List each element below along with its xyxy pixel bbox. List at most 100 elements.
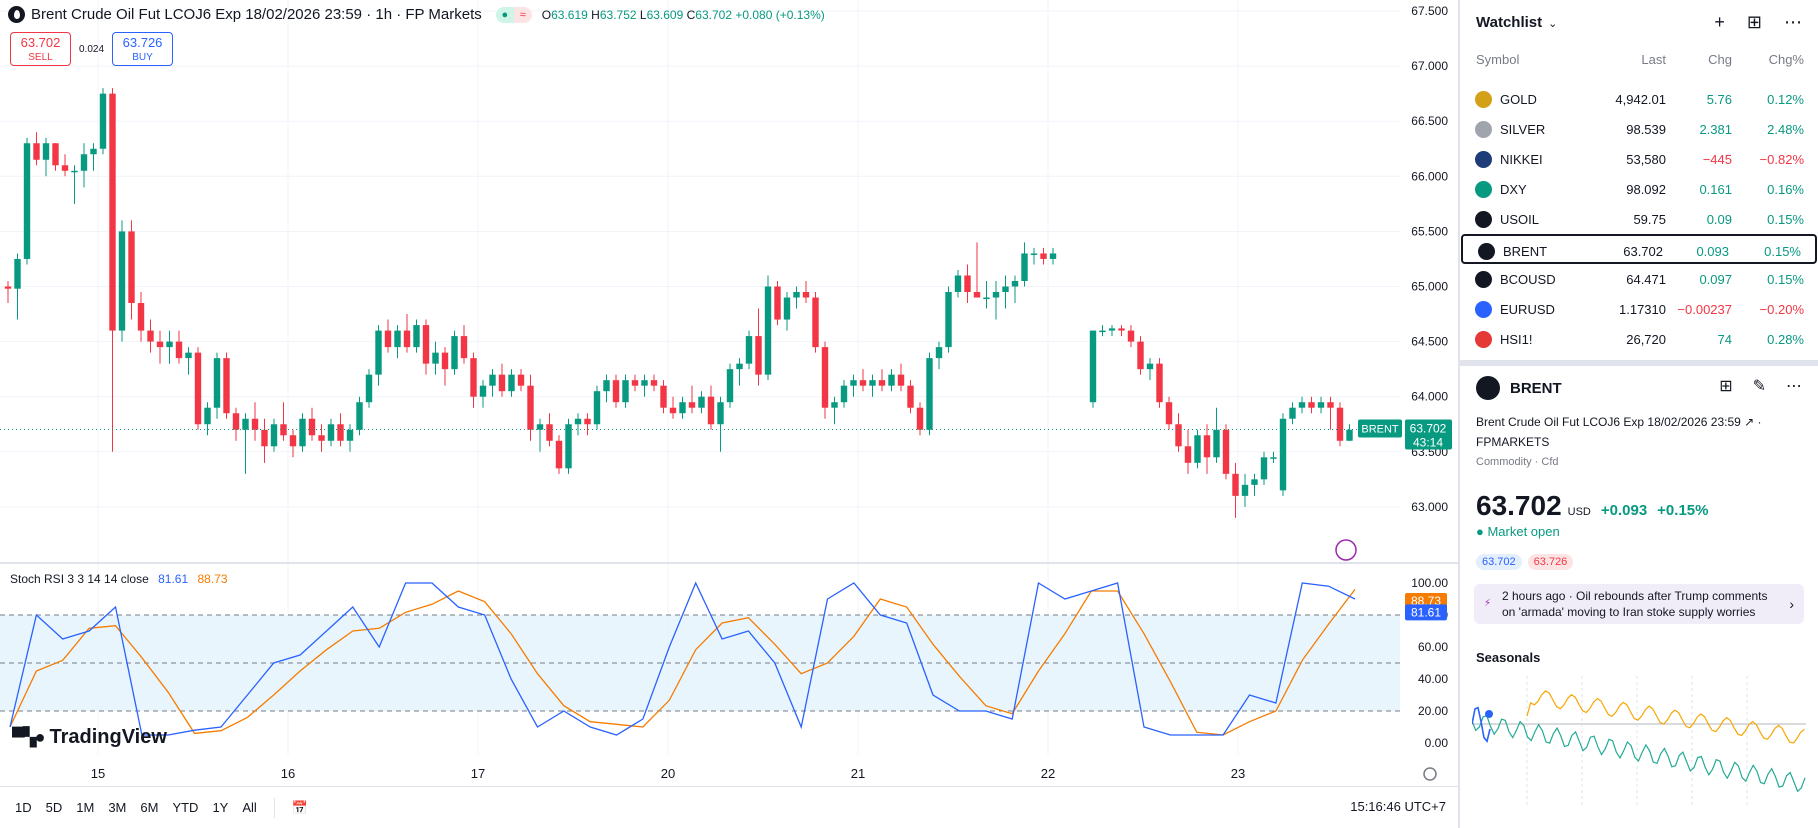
details-symbol[interactable]: BRENT [1510, 379, 1562, 397]
symbol-tag-bg [1358, 419, 1402, 438]
candle-down [688, 402, 696, 408]
time-axis-label: 16 [281, 766, 295, 781]
watchlist-title[interactable]: Watchlist ⌄ [1476, 14, 1558, 31]
candle-down [973, 292, 981, 298]
status-pill[interactable]: ● ≈ [495, 6, 532, 23]
date-range-icon[interactable]: 📅 [291, 799, 308, 815]
time-axis-label: 23 [1231, 766, 1245, 781]
watchlist-chg: 0.093 [1696, 244, 1729, 259]
seasonals-title[interactable]: Seasonals [1476, 650, 1541, 665]
timeframe-1m[interactable]: 1M [76, 800, 95, 815]
timeframe-all[interactable]: All [242, 800, 257, 815]
candle-down [223, 358, 230, 414]
candle-down [403, 330, 411, 348]
candle-up [213, 358, 221, 408]
candle-down [517, 374, 525, 386]
time-axis-label: 21 [851, 766, 865, 781]
layout-icon[interactable]: ⊞ [1719, 378, 1733, 395]
bid-ask: 63.702 63.726 [1476, 554, 1574, 570]
col-last[interactable]: Last [1641, 52, 1666, 67]
edit-note-icon[interactable]: ✎ [1752, 378, 1766, 395]
right-panel: Watchlist ⌄ + ⊞ ⋯ Symbol Last Chg Chg% GO… [1460, 0, 1818, 828]
candle-down [812, 297, 819, 348]
candle-down [774, 286, 781, 320]
sell-button[interactable]: 63.702 SELL [10, 32, 71, 66]
price-axis-label: 67.000 [1411, 59, 1448, 73]
details-toolbar: ⊞ ✎ ⋯ [1719, 376, 1802, 396]
watchlist-row-dxy[interactable]: DXY 98.092 0.161 0.16% [1460, 174, 1818, 204]
external-link-icon[interactable]: ↗ · [1744, 415, 1762, 429]
timeframe-3m[interactable]: 3M [108, 800, 127, 815]
watchlist-row-hsi1[interactable]: HSI1! 26,720 74 0.28% [1460, 324, 1818, 354]
stoch-k-tag: 81.61 [1411, 605, 1441, 619]
exchange-name: FPMARKETS [1476, 435, 1550, 449]
symbol-title[interactable]: Brent Crude Oil Fut LCOJ6 Exp 18/02/2026… [31, 6, 482, 23]
seasonals-chart[interactable] [1472, 676, 1806, 806]
more-icon[interactable]: ⋯ [1784, 12, 1802, 32]
symbol-legend: Brent Crude Oil Fut LCOJ6 Exp 18/02/2026… [8, 6, 825, 23]
watchlist-row-nikkei[interactable]: NIKKEI 53,580 −445 −0.82% [1460, 144, 1818, 174]
time-axis-label: 17 [471, 766, 485, 781]
candle-up [574, 418, 582, 425]
col-chg[interactable]: Chg [1708, 52, 1732, 67]
price-tag-countdown: 43:14 [1413, 436, 1443, 450]
col-symbol[interactable]: Symbol [1476, 52, 1520, 67]
watchlist-row-bcousd[interactable]: BCOUSD 64.471 0.097 0.15% [1460, 264, 1818, 294]
stoch-d-value: 88.73 [197, 572, 228, 586]
watchlist-chg-pct: −0.82% [1759, 152, 1804, 167]
candle-up [1213, 429, 1220, 458]
watchlist-symbol: NIKKEI [1500, 152, 1543, 167]
instrument-name[interactable]: Brent Crude Oil Fut LCOJ6 Exp 18/02/2026… [1476, 415, 1741, 429]
watchlist-row-eurusd[interactable]: EURUSD 1.17310 −0.00237 −0.20% [1460, 294, 1818, 324]
chart-area[interactable]: 67.500 67.000 66.500 66.000 65.500 65.000 64.5… [0, 0, 1458, 828]
watchlist-chg: 0.161 [1699, 182, 1732, 197]
candle-down [384, 330, 392, 348]
toolbar-divider [273, 797, 275, 818]
candle-up [432, 352, 439, 364]
watchlist-chg: 0.09 [1706, 212, 1732, 227]
price-axis-label: 64.500 [1411, 335, 1448, 349]
candle-up [1260, 457, 1268, 480]
watchlist-last: 64.471 [1626, 272, 1666, 287]
tradingview-mark-icon: ▀▚● [12, 727, 45, 747]
candle-up [204, 407, 211, 425]
buy-button[interactable]: 63.726 BUY [112, 32, 174, 66]
candle-up [1251, 479, 1258, 485]
timeframe-5d[interactable]: 5D [45, 800, 63, 815]
watchlist-row-silver[interactable]: SILVER 98.539 2.381 2.48% [1460, 114, 1818, 144]
stoch-rsi-legend[interactable]: Stoch RSI 3 3 14 14 close 81.61 88.73 [10, 572, 228, 586]
candle-up [71, 170, 78, 173]
lightning-icon [1335, 539, 1357, 561]
candle-down [631, 380, 639, 386]
timeframe-1d[interactable]: 1D [15, 800, 32, 815]
watchlist-row-gold[interactable]: GOLD 4,942.01 5.76 0.12% [1460, 84, 1818, 114]
candle-down [1156, 363, 1163, 403]
chart-canvas[interactable]: 67.500 67.000 66.500 66.000 65.500 65.000 64.5… [0, 0, 1458, 786]
candle-up [1317, 402, 1325, 408]
add-symbol-icon[interactable]: + [1714, 12, 1725, 32]
oil-drop-icon [1475, 271, 1492, 288]
news-headline[interactable]: ⚡ 2 hours ago · Oil rebounds after Trump… [1474, 584, 1804, 624]
tradingview-logo[interactable]: ▀▚● TradingView [12, 726, 167, 749]
clock[interactable]: 15:16:46 UTC+7 [1350, 799, 1446, 814]
candle-up [185, 352, 192, 359]
timeframe-6m[interactable]: 6M [140, 800, 159, 815]
watchlist-symbol: HSI1! [1500, 332, 1533, 347]
watchlist-row-usoil[interactable]: USOIL 59.75 0.09 0.15% [1460, 204, 1818, 234]
rsi-axis-label: 100.00 [1411, 576, 1448, 590]
watchlist-chg-pct: 0.12% [1767, 92, 1804, 107]
watchlist-row-brent[interactable]: BRENT 63.702 0.093 0.15% [1461, 234, 1817, 264]
watchlist-symbol: USOIL [1500, 212, 1540, 227]
price-change: +0.093 [1600, 502, 1648, 519]
table-view-icon[interactable]: ⊞ [1746, 12, 1762, 32]
col-chg-pct[interactable]: Chg% [1768, 52, 1804, 67]
timeframe-1y[interactable]: 1Y [212, 800, 229, 815]
panel-divider[interactable] [1458, 0, 1460, 828]
candle-down [251, 418, 259, 430]
watchlist-chg-pct: 0.15% [1764, 244, 1801, 259]
candle-up [840, 385, 848, 403]
timeframe-ytd[interactable]: YTD [172, 800, 199, 815]
more-icon[interactable]: ⋯ [1786, 378, 1802, 395]
candle-up [270, 424, 278, 447]
seasonals-line-green [1472, 715, 1806, 793]
